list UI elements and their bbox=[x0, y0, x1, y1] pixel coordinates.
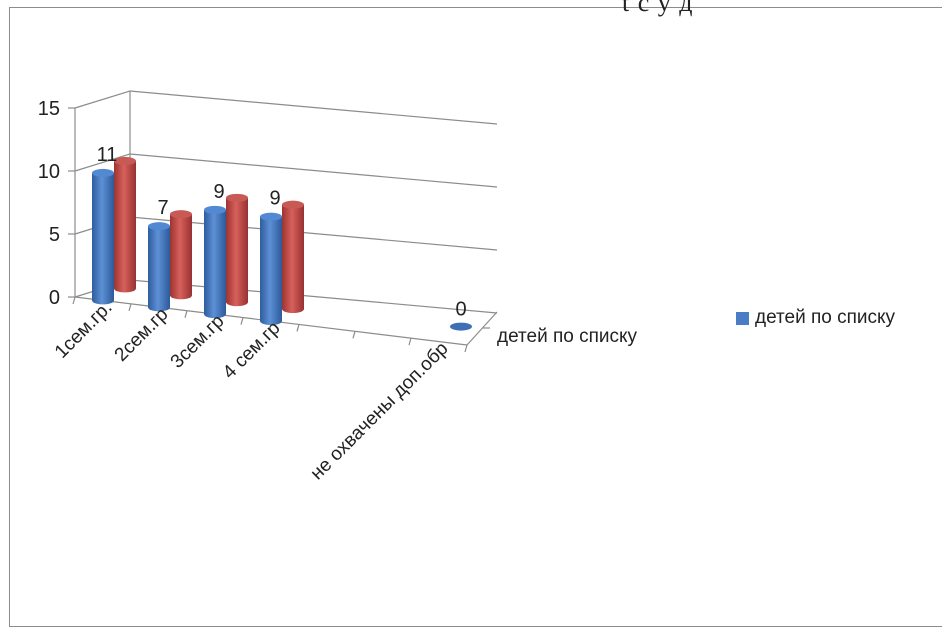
bar-red-body bbox=[226, 197, 248, 307]
bar-red-body bbox=[282, 204, 304, 313]
data-label: 11 bbox=[97, 144, 118, 166]
bar-blue bbox=[148, 222, 170, 312]
category-label: не охвачены доп.обр bbox=[307, 338, 453, 484]
legend-swatch bbox=[736, 311, 749, 325]
bar-red bbox=[114, 156, 136, 293]
bars bbox=[92, 156, 472, 331]
depth-axis-label: детей по списку bbox=[497, 326, 638, 347]
bar-blue bbox=[260, 212, 282, 325]
gridline bbox=[129, 90, 498, 125]
legend: детей по списку bbox=[736, 307, 895, 329]
y-tick-label: 0 bbox=[49, 287, 60, 309]
bar-red-cap bbox=[170, 210, 192, 219]
x-tick bbox=[464, 344, 468, 353]
category-label: 2сем.гр bbox=[111, 304, 173, 366]
gridline bbox=[129, 153, 498, 188]
bar-red-cap bbox=[282, 200, 304, 209]
y-tick-label: 15 bbox=[38, 98, 60, 120]
grid bbox=[74, 90, 498, 314]
bar-blue-body bbox=[148, 226, 170, 312]
gridline bbox=[74, 153, 131, 172]
data-label: 9 bbox=[269, 188, 280, 210]
x-tick bbox=[72, 296, 76, 305]
data-label: 9 bbox=[213, 181, 224, 203]
category-label: 3сем.гр bbox=[167, 311, 229, 373]
bar-blue-body bbox=[92, 172, 114, 305]
y-tick-label: 5 bbox=[49, 224, 60, 246]
bar-blue bbox=[204, 205, 226, 319]
legend-label: детей по списку bbox=[755, 307, 896, 328]
y-tick-label: 10 bbox=[38, 161, 60, 183]
bar-blue-cap bbox=[260, 212, 282, 221]
bar-red-body bbox=[114, 160, 136, 293]
category-label: 1сем.гр. bbox=[51, 297, 117, 363]
bar-red-cap bbox=[114, 156, 136, 165]
bar-blue-cap bbox=[148, 222, 170, 231]
data-label: 7 bbox=[157, 197, 168, 219]
bar-blue-body bbox=[260, 216, 282, 325]
bar-red-body bbox=[170, 214, 192, 300]
bar-red-cap bbox=[226, 193, 248, 202]
bar-blue-cap bbox=[92, 168, 114, 177]
bar-red bbox=[226, 193, 248, 307]
bar-red bbox=[282, 200, 304, 313]
chart-frame bbox=[9, 7, 942, 627]
x-tick bbox=[352, 331, 356, 339]
x-tick bbox=[128, 303, 132, 312]
x-tick bbox=[184, 310, 188, 318]
data-label: 0 bbox=[455, 299, 466, 321]
bar-blue bbox=[92, 168, 114, 305]
top-text-fragment: t с у д bbox=[622, 0, 694, 17]
bar-blue-body bbox=[204, 209, 226, 319]
x-tick bbox=[296, 324, 300, 332]
bar-blue bbox=[450, 322, 472, 331]
bar-blue-cap bbox=[204, 205, 226, 214]
bar-red bbox=[170, 210, 192, 300]
x-tick bbox=[240, 317, 244, 325]
x-tick bbox=[408, 337, 412, 346]
category-label: 4 сем.гр bbox=[219, 318, 285, 384]
gridline bbox=[74, 90, 131, 109]
